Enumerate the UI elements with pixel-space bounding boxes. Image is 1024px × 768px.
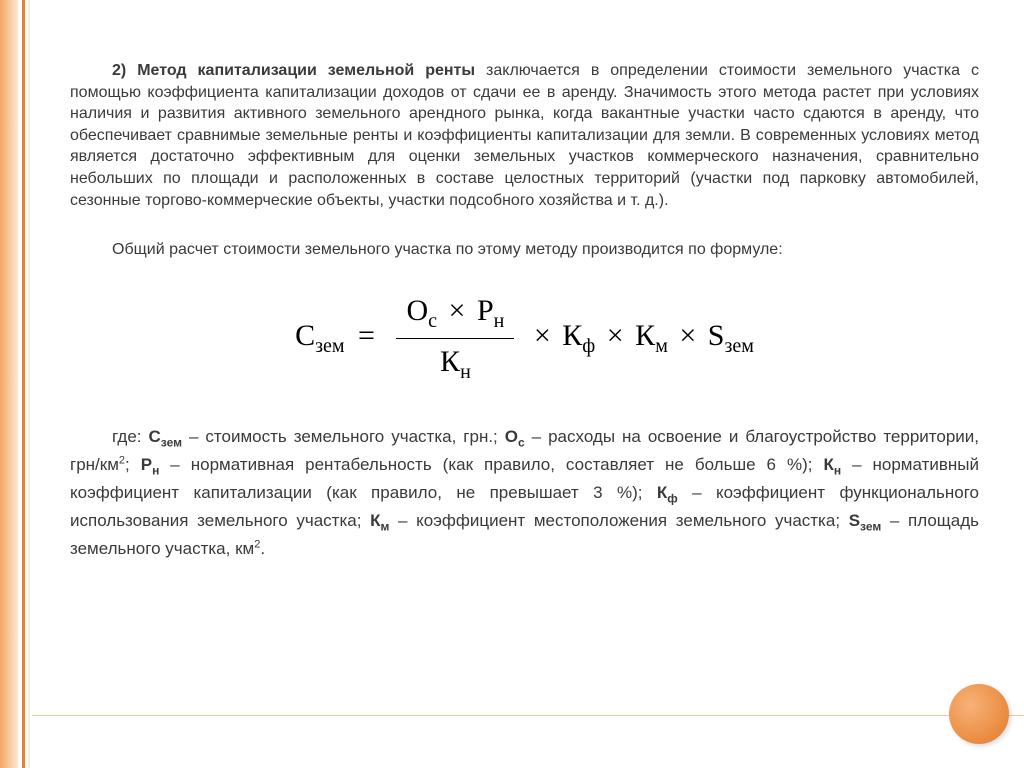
sub: н bbox=[834, 463, 841, 477]
slide-left-border bbox=[0, 0, 32, 768]
para1-rest: заключается в определении стоимости земе… bbox=[70, 62, 979, 209]
def-text: ; bbox=[125, 455, 141, 474]
sym: К bbox=[657, 483, 667, 502]
sym-c-zem: Сзем bbox=[149, 427, 182, 446]
sym-k-f: Кф bbox=[657, 483, 678, 502]
slide-corner-circle-icon bbox=[949, 684, 1009, 744]
formula: Сзем = Ос × Рн Кн × Кф × Км × Sзем bbox=[295, 291, 754, 386]
equals-sign: = bbox=[358, 319, 375, 352]
fraction: Ос × Рн Кн bbox=[396, 291, 514, 386]
sub-zem: зем bbox=[724, 335, 753, 357]
numerator: Ос × Рн bbox=[396, 291, 514, 339]
heading-bold-text: Метод капитализации земельной ренты bbox=[137, 62, 475, 79]
slide-bottom-line bbox=[32, 715, 1024, 716]
sub-f: ф bbox=[582, 335, 595, 357]
slide-content: 2) Метод капитализации земельной ренты з… bbox=[70, 60, 979, 562]
sub-n: н bbox=[494, 310, 505, 332]
sub-c: с bbox=[428, 310, 437, 332]
sub-zem: зем bbox=[315, 335, 344, 357]
multiply-icon: × bbox=[534, 319, 551, 352]
border-gradient-strip bbox=[0, 0, 18, 768]
sym-p-n: Рн bbox=[141, 455, 160, 474]
sub: с bbox=[518, 435, 525, 449]
sym: К bbox=[370, 511, 380, 530]
sym: S bbox=[849, 511, 860, 530]
var-k: К bbox=[562, 319, 582, 352]
var-p: Р bbox=[477, 294, 494, 327]
sub: зем bbox=[161, 435, 182, 449]
formula-lhs: Сзем bbox=[295, 319, 344, 352]
paragraph-2: Общий расчет стоимости земельного участк… bbox=[70, 239, 979, 261]
heading-number: 2) bbox=[112, 62, 126, 79]
var-c: С bbox=[295, 319, 315, 352]
border-thin-light bbox=[28, 0, 30, 768]
var-k: К bbox=[440, 345, 460, 378]
multiply-icon: × bbox=[607, 319, 624, 352]
sym: Р bbox=[141, 455, 152, 474]
term-kf: Кф bbox=[562, 319, 595, 352]
def-text: – стоимость земельного участка, грн.; bbox=[182, 427, 505, 446]
def-text: – коэффициент местоположения земельного … bbox=[389, 511, 848, 530]
var-s: S bbox=[708, 319, 725, 352]
term-szem: Sзем bbox=[708, 319, 754, 352]
var-o: О bbox=[406, 294, 428, 327]
sym: С bbox=[149, 427, 161, 446]
sym: К bbox=[823, 455, 833, 474]
paragraph-1: 2) Метод капитализации земельной ренты з… bbox=[70, 60, 979, 211]
sym-o-c: Ос bbox=[505, 427, 525, 446]
paragraph-3-legend: где: Сзем – стоимость земельного участка… bbox=[70, 424, 979, 562]
def-text: – нормативная рентабельность (как правил… bbox=[159, 455, 823, 474]
formula-block: Сзем = Ос × Рн Кн × Кф × Км × Sзем bbox=[70, 291, 979, 386]
denominator: Кн bbox=[396, 339, 514, 386]
sym: О bbox=[505, 427, 518, 446]
sym-k-n: Кн bbox=[823, 455, 841, 474]
sym-s-zem: Sзем bbox=[849, 511, 882, 530]
def-text: . bbox=[260, 539, 265, 558]
sub: ф bbox=[667, 491, 678, 505]
term-km: Км bbox=[635, 319, 668, 352]
var-k: К bbox=[635, 319, 655, 352]
sub-n: н bbox=[460, 361, 471, 383]
sym-k-m: Км bbox=[370, 511, 389, 530]
sub-m: м bbox=[655, 335, 668, 357]
multiply-icon: × bbox=[449, 294, 466, 327]
sub: зем bbox=[860, 519, 881, 533]
legend-pre: где: bbox=[112, 427, 149, 446]
multiply-icon: × bbox=[679, 319, 696, 352]
